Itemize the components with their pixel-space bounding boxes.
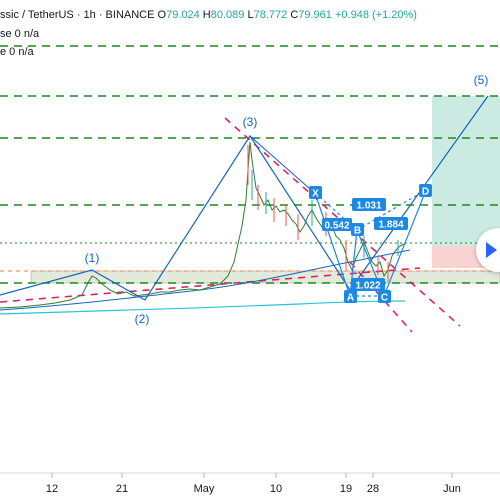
- point-x-label: X: [312, 189, 319, 200]
- x-label: 19: [340, 483, 352, 495]
- point-x-badge: [309, 186, 322, 199]
- wave-label-3: (3): [243, 115, 258, 129]
- x-label: Jun: [443, 483, 461, 495]
- ratio-badge-4: [351, 278, 385, 291]
- x-label: 21: [116, 483, 128, 495]
- point-c-badge: [378, 290, 391, 303]
- wave-label-1: (1): [85, 251, 100, 265]
- x-label: 28: [367, 483, 379, 495]
- support-trendline: [0, 267, 421, 303]
- point-d-label: D: [422, 187, 429, 198]
- point-d-badge: [419, 184, 432, 197]
- open-label: O: [157, 9, 167, 21]
- green-levels: [0, 45, 500, 284]
- wave-label-5: (5): [474, 73, 489, 87]
- x-label: 10: [270, 483, 282, 495]
- study-value: n/a: [18, 46, 34, 58]
- study-label: e 0: [0, 46, 16, 58]
- point-a-label: A: [347, 293, 354, 304]
- close-label: C: [290, 9, 299, 21]
- x-label: May: [194, 483, 215, 495]
- study-label: se 0: [0, 28, 21, 40]
- channel-line-lower: [349, 261, 413, 333]
- ratio-text-3: 1.884: [378, 220, 403, 231]
- ratio-text-1: 1.031: [356, 201, 381, 212]
- ratio-badge-2: [322, 218, 352, 231]
- wave-labels: (1) (2) (3) (5): [85, 73, 489, 326]
- play-icon: [486, 242, 497, 258]
- ratio-text-2: 0.542: [324, 221, 349, 232]
- wave-label-2: (2): [135, 312, 150, 326]
- target-zone: [432, 96, 500, 246]
- study-value: n/a: [23, 28, 40, 40]
- high-label: H: [202, 9, 211, 21]
- open-value: 79.024: [166, 9, 200, 21]
- symbol-title[interactable]: ssic / TetherUS · 1h · BINANCE: [0, 9, 155, 21]
- x-axis-ticks: [51, 473, 453, 478]
- study-legend-1[interactable]: se 0 n/a: [0, 28, 39, 40]
- pattern-badges: X A B C D: [309, 184, 432, 304]
- x-label: 12: [46, 483, 58, 495]
- ratio-badge-1: [352, 198, 386, 211]
- point-c-label: C: [381, 293, 388, 304]
- low-value: 78.772: [253, 9, 288, 21]
- change-value: +0.948 (+1.20%): [334, 9, 417, 21]
- low-label: L: [247, 9, 254, 21]
- high-value: 80.089: [210, 9, 245, 21]
- wave-guide-line: [249, 135, 319, 197]
- price-line: [0, 141, 405, 309]
- ratio-badges: 1.031 0.542 1.884 1.022: [322, 198, 408, 292]
- candles: [247, 145, 399, 282]
- point-b-badge: [351, 223, 364, 236]
- x-axis-labels: 12 21 May 10 19 28 Jun: [46, 483, 461, 495]
- pattern-diagonal: [356, 189, 427, 231]
- elliott-wave-line: [0, 95, 489, 301]
- close-value: 79.961: [298, 9, 332, 21]
- symbol-legend[interactable]: ssic / TetherUS · 1h · BINANCE O79.024 H…: [0, 9, 417, 21]
- point-b-label: B: [354, 226, 361, 237]
- ratio-text-4: 1.022: [355, 281, 380, 292]
- point-a-badge: [344, 290, 357, 303]
- ratio-badge-3: [374, 217, 408, 230]
- study-legend-2[interactable]: e 0 n/a: [0, 46, 34, 58]
- ma-line: [0, 300, 406, 315]
